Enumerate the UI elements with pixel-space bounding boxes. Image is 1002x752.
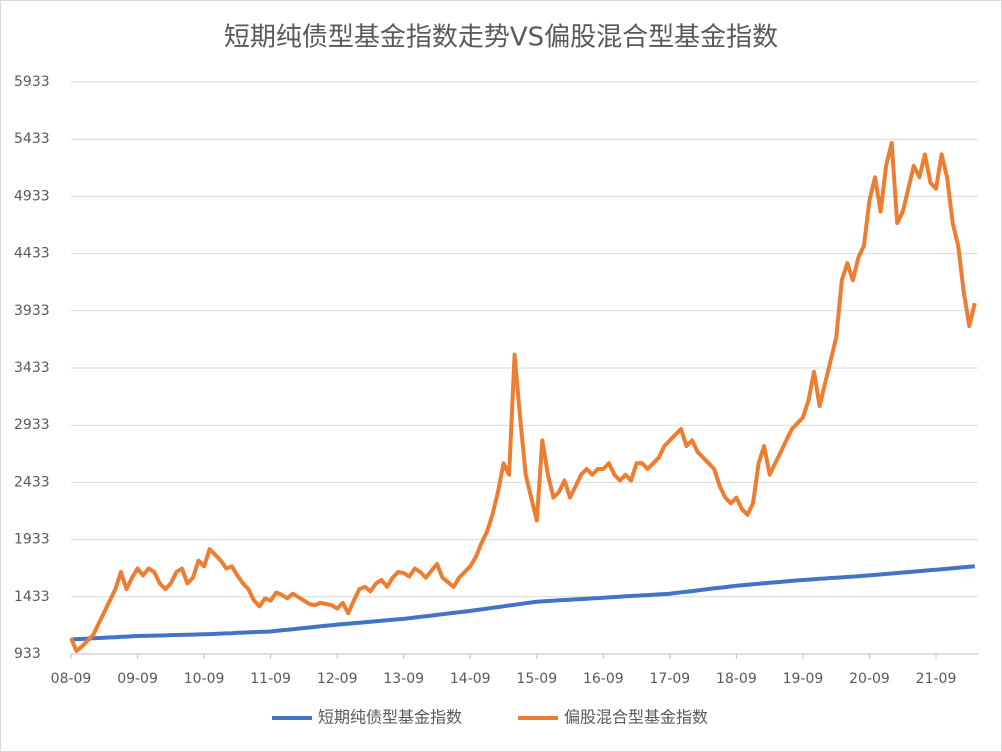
y-tick-label: 4433 bbox=[14, 246, 50, 262]
y-tick-label: 933 bbox=[14, 646, 41, 662]
y-tick-label: 5933 bbox=[14, 74, 50, 90]
chart-title: 短期纯债型基金指数走势VS偏股混合型基金指数 bbox=[224, 23, 778, 53]
y-tick-label: 1933 bbox=[14, 532, 50, 548]
x-tick-label: 16-09 bbox=[583, 671, 624, 687]
series-line bbox=[69, 141, 977, 653]
x-tick-label: 20-09 bbox=[849, 671, 890, 687]
y-tick-label: 5433 bbox=[14, 131, 50, 147]
legend-label: 偏股混合型基金指数 bbox=[564, 708, 708, 727]
x-tick-label: 18-09 bbox=[716, 671, 757, 687]
series-line bbox=[70, 564, 975, 642]
x-tick-label: 14-09 bbox=[450, 671, 491, 687]
y-tick-label: 2933 bbox=[14, 417, 50, 433]
y-tick-label: 3433 bbox=[14, 360, 50, 376]
x-tick-label: 10-09 bbox=[184, 671, 225, 687]
y-tick-label: 2433 bbox=[14, 474, 50, 490]
x-tick-label: 13-09 bbox=[383, 671, 424, 687]
y-tick-label: 1433 bbox=[14, 589, 50, 605]
x-tick-label: 11-09 bbox=[250, 671, 291, 687]
y-tick-label: 3933 bbox=[14, 303, 50, 319]
legend-label: 短期纯债型基金指数 bbox=[318, 708, 462, 727]
x-tick-label: 21-09 bbox=[916, 671, 957, 687]
y-tick-label: 4933 bbox=[14, 188, 50, 204]
x-tick-label: 08-09 bbox=[51, 671, 92, 687]
x-tick-label: 09-09 bbox=[117, 671, 158, 687]
x-tick-label: 12-09 bbox=[317, 671, 358, 687]
x-tick-label: 15-09 bbox=[516, 671, 557, 687]
x-tick-label: 19-09 bbox=[783, 671, 824, 687]
x-tick-label: 17-09 bbox=[650, 671, 691, 687]
